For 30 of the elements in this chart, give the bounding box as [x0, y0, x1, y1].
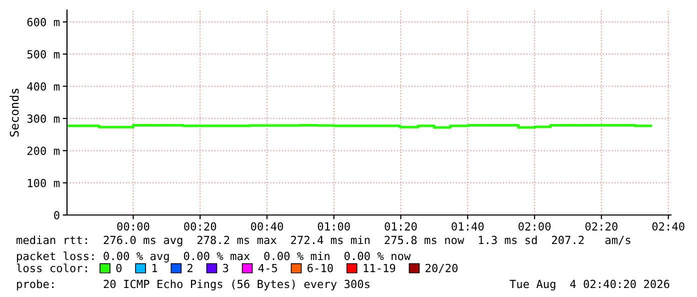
y-tick-label: 200 m	[27, 146, 60, 156]
y-tick-label: 0	[54, 211, 60, 220]
legend-label: 1	[152, 264, 158, 272]
x-tick-label: 01:40	[452, 222, 484, 231]
legend-label: 4-5	[258, 264, 278, 272]
y-tick-label: 600 m	[27, 18, 60, 26]
y-tick-label: 500 m	[27, 50, 60, 58]
legend-label: 0	[116, 264, 122, 272]
y-tick-label: 300 m	[27, 114, 60, 123]
x-tick-label: 00:00	[117, 222, 150, 231]
text: median rtt: 276.0 ms avg 278.2 ms max 272.4 ms min 275.8 ms now 1.3 ms sd 207.2 am/s	[16, 236, 630, 246]
x-tick-label: 00:20	[184, 222, 216, 231]
x-tick-label: 02:20	[585, 222, 618, 231]
x-tick-label: 00:40	[251, 222, 284, 231]
x-tick-label: 02:00	[518, 222, 551, 231]
text: Tue Aug 4 02:40:20 2026	[510, 280, 670, 290]
x-tick-label: 01:20	[384, 222, 417, 231]
legend-label: 2	[188, 264, 192, 272]
text: probe: 20 ICMP Echo Pings (56 Bytes) every 300s	[17, 280, 370, 290]
text: packet loss: 0.00 % avg 0.00 % max 0.00 % min 0.00 % now	[17, 252, 411, 262]
legend-label: 6-10	[308, 264, 333, 272]
legend-label: 20/20	[426, 264, 458, 274]
y-tick-label: 400 m	[27, 82, 60, 91]
legend-label: 3	[223, 264, 228, 272]
y-tick-label: 100 m	[28, 178, 60, 188]
y-axis-title: Seconds	[10, 88, 19, 137]
legend-title: loss color:	[16, 264, 87, 272]
x-tick-label: 01:00	[318, 222, 350, 231]
legend-label: 11-19	[364, 264, 396, 272]
x-tick-label: 02:40	[652, 222, 684, 231]
